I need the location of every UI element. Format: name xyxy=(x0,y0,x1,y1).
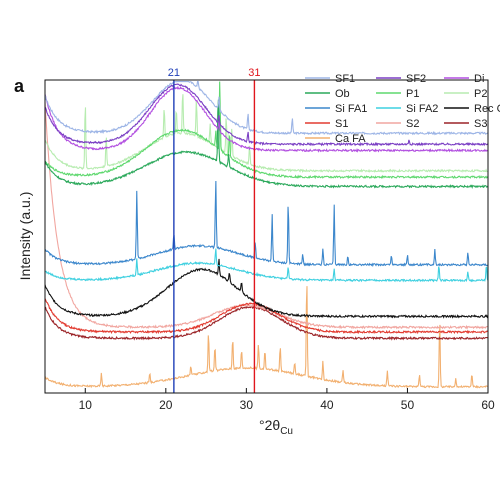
series-line-sf1 xyxy=(44,80,489,136)
legend-label: S2 xyxy=(406,118,419,130)
x-axis-title-subscript: Cu xyxy=(280,426,293,437)
x-tick-label: 60 xyxy=(481,398,495,412)
series-line-si-fa2 xyxy=(44,248,489,283)
marker-layer: 21 31 xyxy=(168,67,261,393)
series-line-s2 xyxy=(44,102,489,330)
series-line-ob xyxy=(44,99,489,189)
legend-label: Rec Gl xyxy=(474,103,500,115)
legend-label: P2 xyxy=(474,88,487,100)
x-tick-label: 20 xyxy=(159,398,173,412)
series-line-si-fa1 xyxy=(44,181,489,268)
marker-label-21: 21 xyxy=(168,67,180,79)
x-axis-title-main: °2θ xyxy=(259,417,280,433)
series-line-sf2 xyxy=(44,83,489,147)
legend-label: Ca FA xyxy=(335,133,366,145)
marker-label-31: 31 xyxy=(248,67,260,79)
legend-label: Di xyxy=(474,73,484,85)
x-ticks: 10 20 30 40 50 60 xyxy=(79,388,495,412)
series-line-rec-gl xyxy=(44,258,489,319)
series-line-p2 xyxy=(44,94,489,174)
x-tick-label: 30 xyxy=(240,398,254,412)
legend-label: Si FA1 xyxy=(335,103,367,115)
series-layer xyxy=(44,80,489,389)
x-tick-label: 40 xyxy=(320,398,334,412)
legend-label: SF2 xyxy=(406,73,426,85)
legend-label: P1 xyxy=(406,88,419,100)
series-line-p1 xyxy=(44,81,489,180)
y-axis-title: Intensity (a.u.) xyxy=(17,192,33,281)
series-line-s1 xyxy=(44,298,489,335)
legend-label: SF1 xyxy=(335,73,355,85)
x-tick-label: 50 xyxy=(401,398,415,412)
plot-frame xyxy=(44,79,489,394)
x-tick-label: 10 xyxy=(79,398,93,412)
legend: SF1 SF2 Di Ob P1 P2 Si FA1 Si FA2 Rec Gl S1 S2 S3 Ca… xyxy=(305,73,500,145)
panel-label: a xyxy=(14,76,25,96)
series-line-s3 xyxy=(44,305,489,341)
legend-label: Si FA2 xyxy=(406,103,438,115)
legend-label: S3 xyxy=(474,118,487,130)
legend-label: S1 xyxy=(335,118,348,130)
legend-label: Ob xyxy=(335,88,350,100)
x-axis-title: °2θCu xyxy=(259,417,293,437)
series-line-di xyxy=(44,85,489,153)
series-line-ca-fa xyxy=(44,286,489,389)
